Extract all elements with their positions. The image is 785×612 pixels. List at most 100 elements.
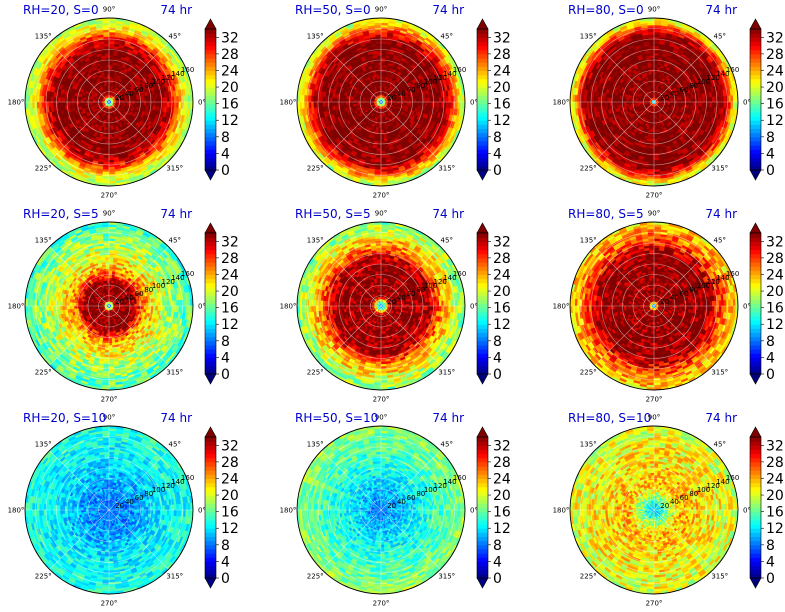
colorbar-segment [205, 111, 216, 117]
colorbar-segment [205, 120, 216, 125]
colorbar-segment [205, 136, 216, 142]
heatmap-cell [380, 150, 386, 154]
heatmap-cell [352, 99, 356, 103]
heatmap-cell [78, 101, 82, 105]
colorbar-segment [205, 33, 216, 38]
heatmap-cell [380, 138, 385, 142]
heatmap-cell [108, 73, 112, 77]
heatmap-cell [427, 101, 431, 107]
colorbar-tick-label: 16 [221, 97, 239, 113]
heatmap-cell [105, 136, 110, 140]
colorbar-extend-max [204, 18, 217, 30]
heatmap-cell [73, 101, 77, 106]
heatmap-cell [341, 98, 345, 103]
heatmap-cell [104, 52, 110, 56]
colorbar-tick-label: 8 [221, 130, 230, 146]
heatmap-cell [145, 98, 149, 103]
heatmap-cell [108, 66, 113, 70]
heatmap-cell [378, 71, 382, 75]
colorbar-tick-label: 4 [221, 146, 230, 162]
heatmap-cell [108, 148, 114, 152]
colorbar-segment [205, 37, 216, 42]
colorbar-tick-label: 24 [221, 63, 239, 79]
colorbar-tick-label: 0 [221, 163, 230, 179]
heatmap-cell [104, 50, 110, 54]
colorbar-segment [205, 116, 216, 121]
angle-tick-label: 90° [103, 6, 115, 14]
heatmap-cell [331, 97, 335, 103]
heatmap-cell [83, 99, 86, 103]
heatmap-cell [108, 52, 114, 56]
heatmap-cell [105, 64, 110, 68]
colorbar-segment [205, 124, 216, 130]
heatmap-cell [105, 62, 110, 66]
heatmap-cell [104, 148, 110, 152]
colorbar-segment [205, 95, 216, 100]
heatmap-cell [406, 101, 410, 105]
colorbar-segment [205, 53, 216, 59]
heatmap-cell [380, 148, 386, 152]
heatmap-cell [108, 62, 113, 66]
colorbar-segment [205, 140, 216, 146]
colorbar-segment [205, 49, 216, 55]
heatmap-cell [62, 97, 66, 103]
heatmap-cell [78, 99, 82, 103]
polar-panel: 204060801001201401600°45°90°135°180°225°… [8, 3, 206, 200]
heatmap-cell [136, 101, 140, 105]
heatmap-cell [378, 129, 382, 133]
heatmap-cell [108, 150, 114, 154]
colorbar-segment [205, 82, 216, 88]
colorbar-segment [205, 45, 216, 51]
heatmap-cell [104, 55, 110, 59]
heatmap-cell [69, 98, 73, 103]
heatmap-cell [377, 66, 382, 70]
heatmap-cell [380, 50, 386, 54]
colorbar-tick-label: 20 [221, 80, 239, 96]
colorbar-extend-min [204, 169, 217, 181]
heatmap-cell [143, 98, 147, 103]
heatmap-cell [377, 134, 382, 138]
colorbar-segment [205, 103, 216, 109]
heatmap-cell [108, 76, 112, 79]
heatmap-cell [108, 71, 112, 75]
heatmap-cell [345, 101, 349, 106]
heatmap-cell [136, 99, 140, 103]
radial-tick-label: 160 [181, 66, 194, 74]
heatmap-cell [376, 52, 382, 56]
heatmap-cell [105, 134, 110, 138]
heatmap-cell [424, 97, 428, 103]
heatmap-cell [413, 101, 417, 106]
heatmap-cell [108, 64, 113, 68]
heatmap-cell [377, 64, 382, 68]
colorbar-segment [205, 149, 216, 154]
heatmap-cell [134, 101, 138, 105]
heatmap-cell [377, 136, 382, 140]
heatmap-cell [408, 99, 412, 103]
heatmap-cell [108, 55, 114, 59]
colorbar-segment [205, 161, 216, 167]
colorbar-segment [205, 99, 216, 105]
heatmap-cell [59, 101, 63, 107]
angle-tick-label: 135° [35, 33, 52, 41]
heatmap-cell [108, 129, 112, 133]
colorbar-segment [205, 41, 216, 47]
heatmap-cell [106, 127, 110, 131]
colorbar-segment [205, 157, 216, 163]
colorbar-tick-label: 32 [221, 30, 239, 46]
heatmap-cell [380, 62, 385, 66]
radial-tick-label: 60 [135, 86, 144, 94]
heatmap-cell [417, 98, 421, 103]
heatmap-cell [141, 98, 145, 103]
colorbar-tick-label: 28 [221, 47, 239, 63]
colorbar-segment [205, 78, 216, 84]
heatmap-cell [350, 99, 354, 103]
heatmap-cell [157, 101, 161, 107]
heatmap-cell [427, 97, 431, 103]
colorbar-segment [205, 58, 216, 63]
heatmap-cell [376, 145, 382, 149]
colorbar-segment [205, 87, 216, 92]
colorbar-segment [205, 70, 216, 76]
heatmap-cell [415, 101, 419, 106]
